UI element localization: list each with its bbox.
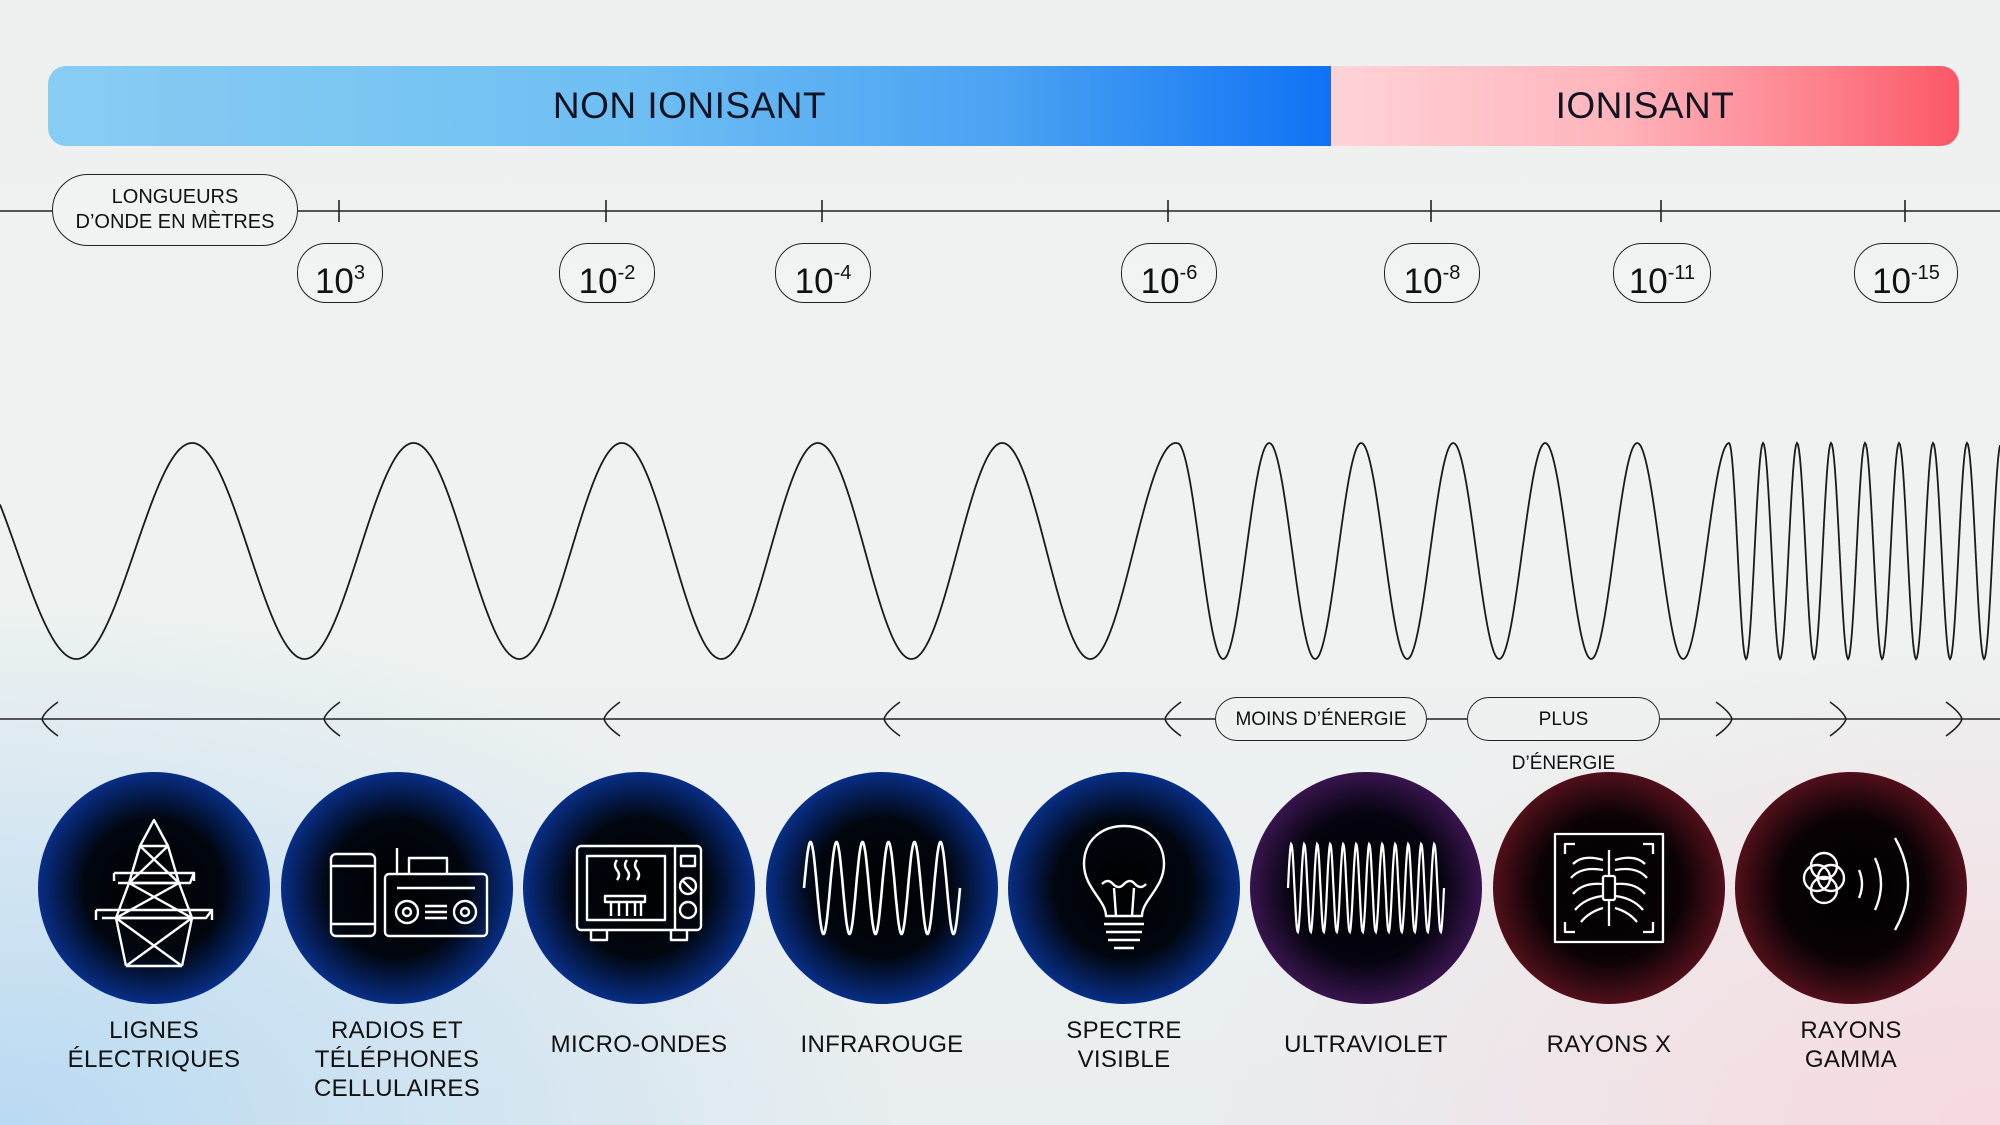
- category-circle-radios: [281, 772, 513, 1004]
- category-label-infrared: INFRAROUGE: [800, 1031, 964, 1058]
- category-label-microwave: MICRO-ONDES: [550, 1031, 728, 1058]
- tick-label: 10-15: [1854, 243, 1958, 303]
- tick-label: 10-6: [1121, 243, 1217, 303]
- category-label-ultraviolet: ULTRAVIOLET: [1284, 1031, 1448, 1058]
- less-energy-label: MOINS D’ÉNERGIE: [1215, 697, 1427, 741]
- category-label-power-lines: LIGNES ÉLECTRIQUES: [67, 1017, 241, 1073]
- band-chevron: [603, 701, 621, 737]
- gamma-icon: [1802, 837, 1910, 931]
- wavelength-label-line2: D’ONDE EN MÈTRES: [75, 211, 275, 233]
- category-label-xray: RAYONS X: [1546, 1031, 1672, 1058]
- ultraviolet-wave-icon: [1286, 841, 1446, 935]
- infrared-wave-icon: [802, 840, 962, 936]
- tick-label: 10-11: [1613, 243, 1711, 303]
- band-chevron: [323, 701, 341, 737]
- more-energy-label: PLUS D’ÉNERGIE: [1467, 697, 1660, 774]
- non-ionizing-label: NON IONISANT: [552, 85, 827, 126]
- tick-label: 10-8: [1384, 243, 1480, 303]
- category-label-radios: RADIOS ET TÉLÉPHONES CELLULAIRES: [313, 1017, 481, 1102]
- category-circle-infrared: [766, 772, 998, 1004]
- band-chevron: [1715, 701, 1733, 737]
- category-circle-ultraviolet: [1250, 772, 1482, 1004]
- band-chevron: [41, 701, 59, 737]
- category-label-visible: SPECTRE VISIBLE: [1066, 1017, 1182, 1073]
- band-chevron: [1164, 701, 1182, 737]
- band-chevron: [1945, 701, 1963, 737]
- tick-label: 10-2: [559, 243, 655, 303]
- electromagnetic-wave: [0, 441, 2000, 661]
- wavelength-unit-label: LONGUEURS D’ONDE EN MÈTRES: [52, 174, 298, 246]
- band-chevron: [883, 701, 901, 737]
- xray-icon: [1553, 832, 1665, 944]
- non-ionizing-bar: NON IONISANT: [48, 66, 1331, 146]
- category-circle-power-lines: [38, 772, 270, 1004]
- ionizing-label: IONISANT: [1555, 85, 1735, 126]
- category-label-gamma: RAYONS GAMMA: [1800, 1017, 1902, 1073]
- tick-label: 103: [297, 243, 383, 303]
- tick-label: 10-4: [775, 243, 871, 303]
- category-circle-xray: [1493, 772, 1725, 1004]
- category-circle-visible: [1008, 772, 1240, 1004]
- ionizing-bar: IONISANT: [1331, 66, 1959, 146]
- power-tower-icon: [94, 818, 214, 968]
- category-circle-microwave: [523, 772, 755, 1004]
- wavelength-label-line1: LONGUEURS: [111, 186, 239, 208]
- light-bulb-icon: [1082, 824, 1166, 950]
- band-chevron: [1829, 701, 1847, 737]
- category-circle-gamma: [1735, 772, 1967, 1004]
- microwave-icon: [575, 844, 703, 942]
- radio-phone-icon: [329, 848, 489, 938]
